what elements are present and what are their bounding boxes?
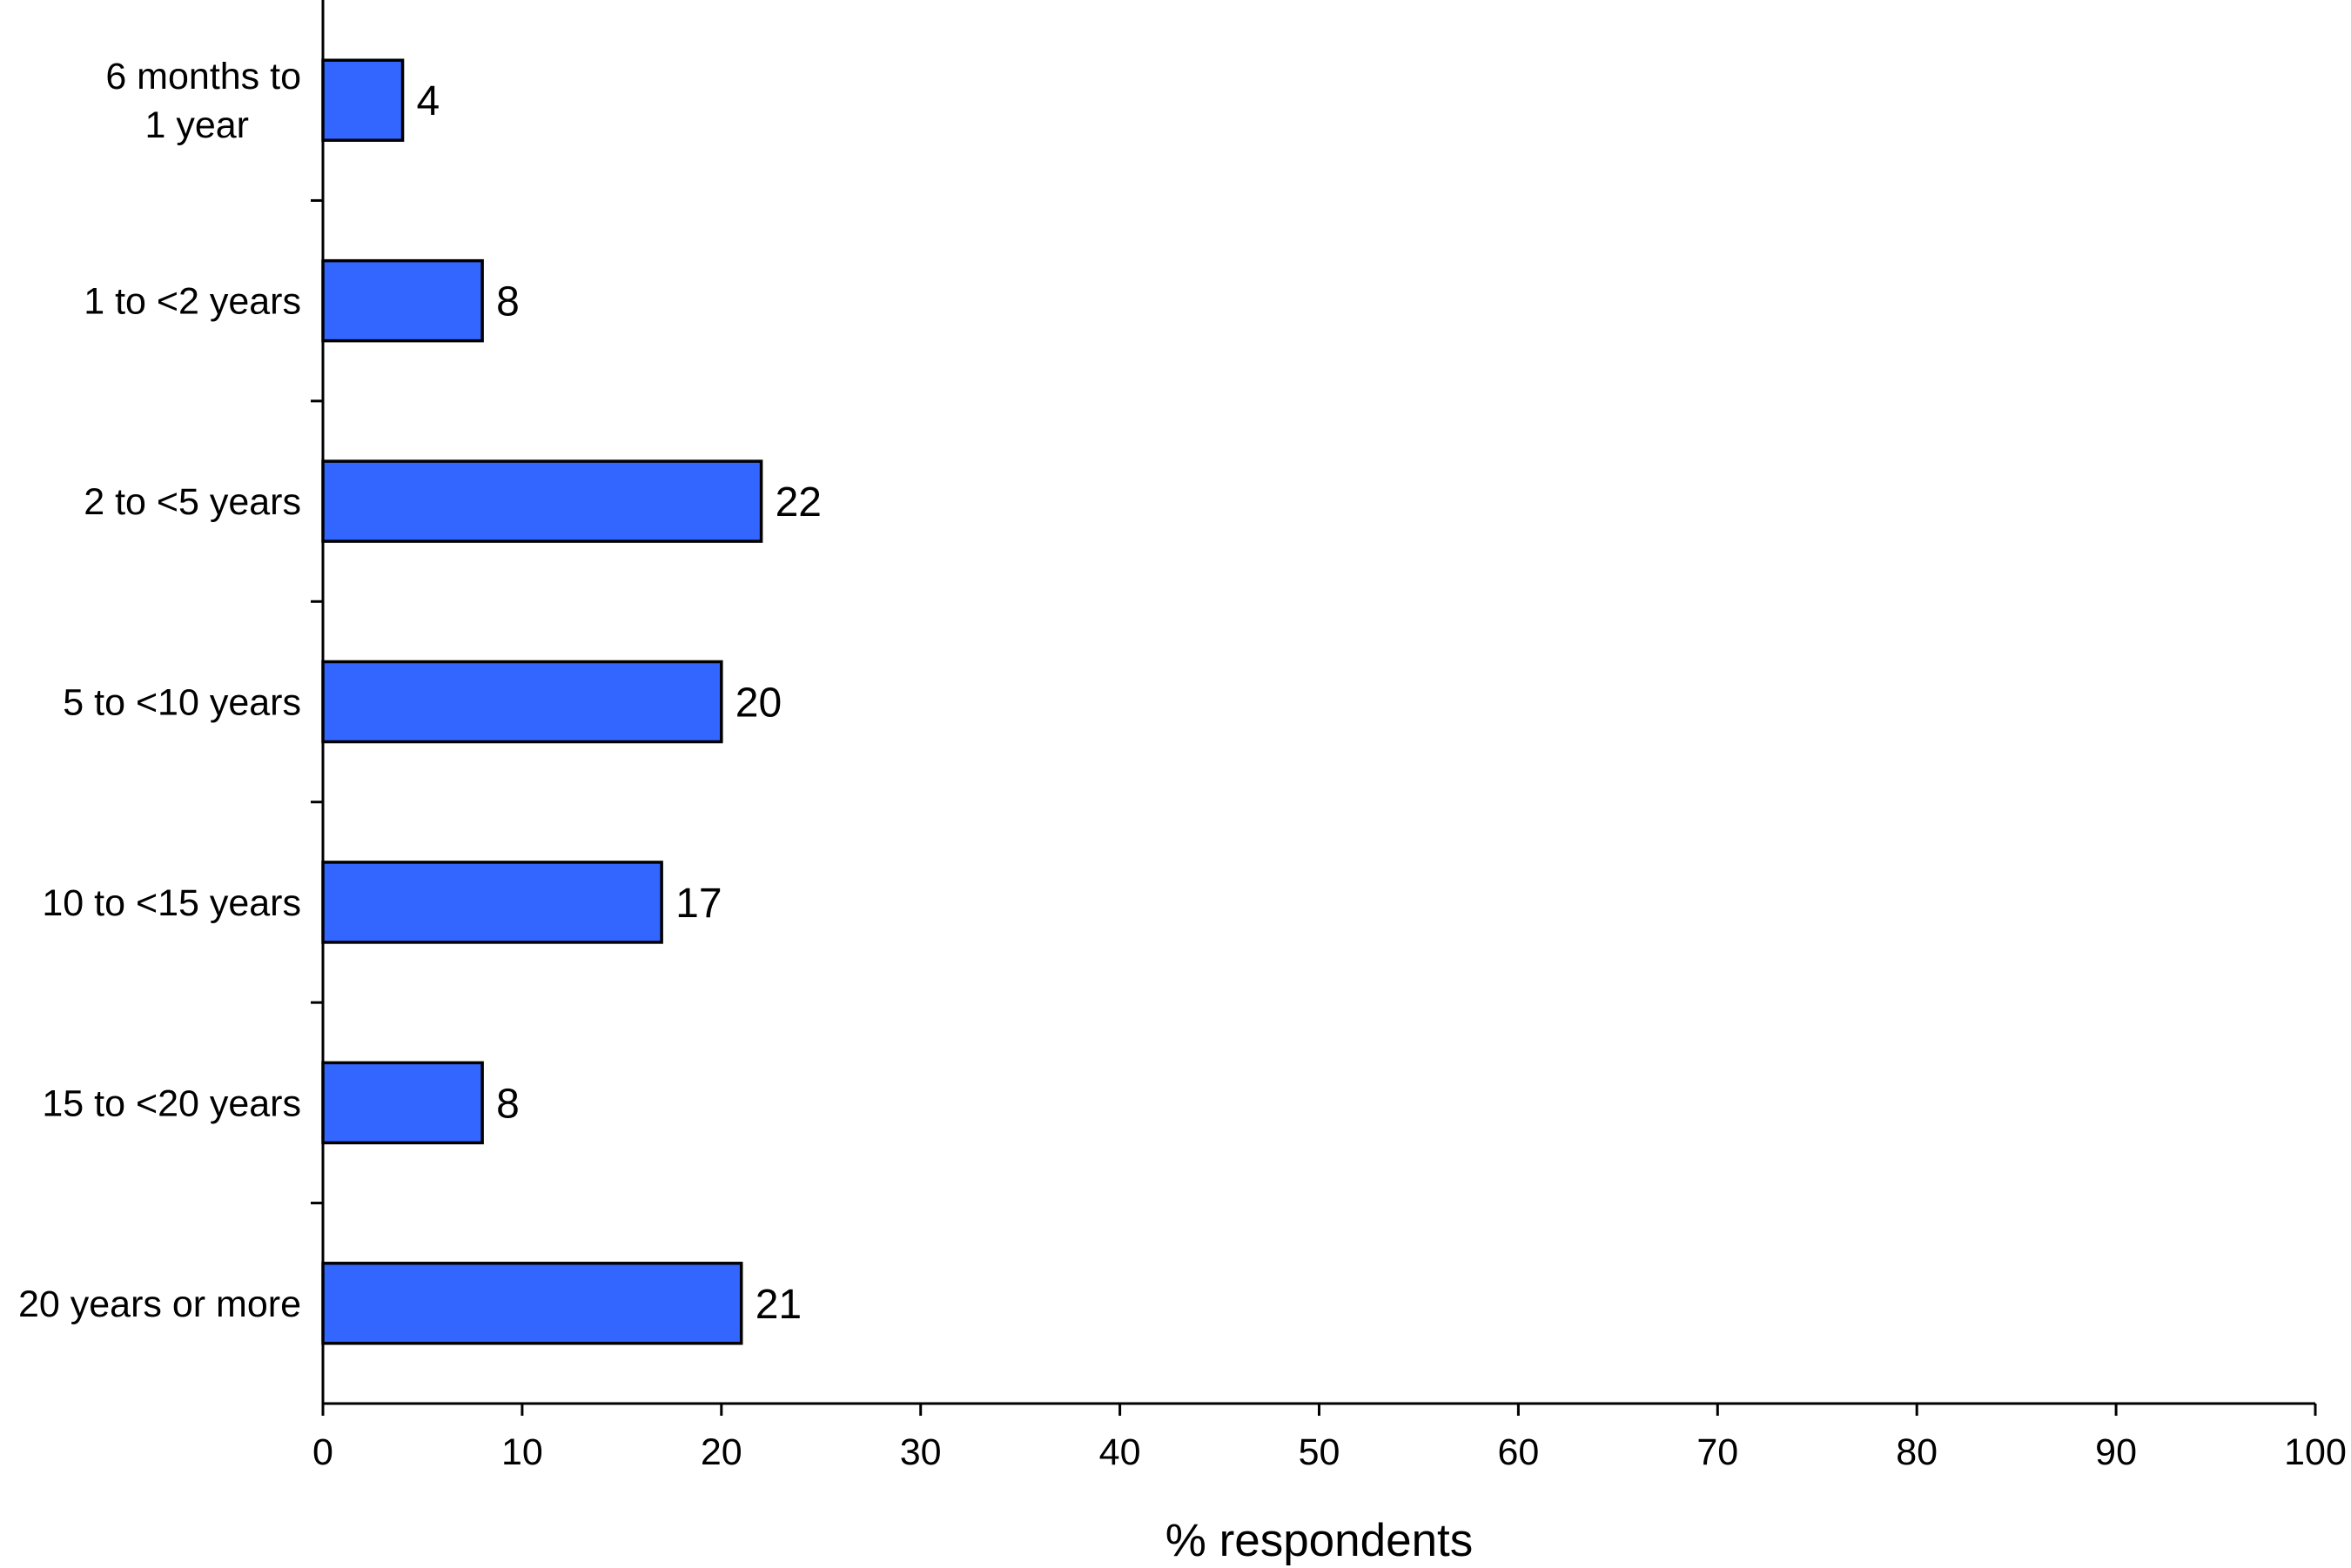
category-label: 20 years or more xyxy=(18,1283,301,1325)
category-label-line: 2 to <5 years xyxy=(84,481,301,523)
x-tick-label: 50 xyxy=(1299,1431,1340,1473)
category-label: 1 to <2 years xyxy=(84,281,301,323)
category-label-line: 1 to <2 years xyxy=(84,281,301,323)
category-label-line: 10 to <15 years xyxy=(42,882,301,924)
value-label: 4 xyxy=(417,78,440,124)
category-label: 2 to <5 years xyxy=(84,481,301,523)
value-label: 20 xyxy=(736,680,782,727)
category-label-line: 15 to <20 years xyxy=(42,1082,301,1124)
x-tick-label: 90 xyxy=(2095,1431,2137,1473)
bar xyxy=(321,58,405,142)
x-tick-label: 70 xyxy=(1696,1431,1738,1473)
category-label-line: 6 months to xyxy=(105,56,301,97)
x-tick-labels: 0 10 20 30 40 50 60 70 80 90 100 xyxy=(312,1431,2347,1473)
category-label: 6 months to 1 year xyxy=(105,56,301,146)
x-tick-label: 80 xyxy=(1896,1431,1938,1473)
category-label: 10 to <15 years xyxy=(42,882,301,924)
bar xyxy=(321,861,663,944)
x-tick-label: 30 xyxy=(900,1431,942,1473)
bar xyxy=(321,258,484,343)
x-tick-label: 100 xyxy=(2284,1431,2347,1473)
y-axis-ticks xyxy=(311,198,323,1205)
x-tick-label: 10 xyxy=(501,1431,543,1473)
value-label: 8 xyxy=(496,1081,520,1127)
value-label: 21 xyxy=(756,1282,802,1328)
bar xyxy=(321,1262,743,1345)
x-axis-ticks xyxy=(321,1404,2317,1416)
category-label-line: 1 year xyxy=(144,104,249,146)
x-tick-label: 20 xyxy=(701,1431,742,1473)
category-label: 5 to <10 years xyxy=(63,682,301,724)
value-label: 17 xyxy=(675,881,722,927)
x-tick-label: 60 xyxy=(1497,1431,1539,1473)
x-axis-title: % respondents xyxy=(1165,1515,1474,1566)
x-tick-label: 0 xyxy=(312,1431,333,1473)
category-label: 15 to <20 years xyxy=(42,1082,301,1124)
bar xyxy=(321,660,723,744)
category-label-line: 20 years or more xyxy=(18,1283,301,1325)
category-label-line: 5 to <10 years xyxy=(63,682,301,724)
category-labels: 6 months to 1 year 1 to <2 years 2 to <5 ye… xyxy=(18,56,301,1325)
x-tick-label: 40 xyxy=(1099,1431,1141,1473)
value-label: 22 xyxy=(776,479,822,526)
bars xyxy=(321,58,763,1345)
value-label: 8 xyxy=(496,279,520,325)
value-labels: 4 8 22 20 17 8 21 xyxy=(417,78,822,1328)
bar xyxy=(321,459,763,543)
bar xyxy=(321,1061,484,1145)
